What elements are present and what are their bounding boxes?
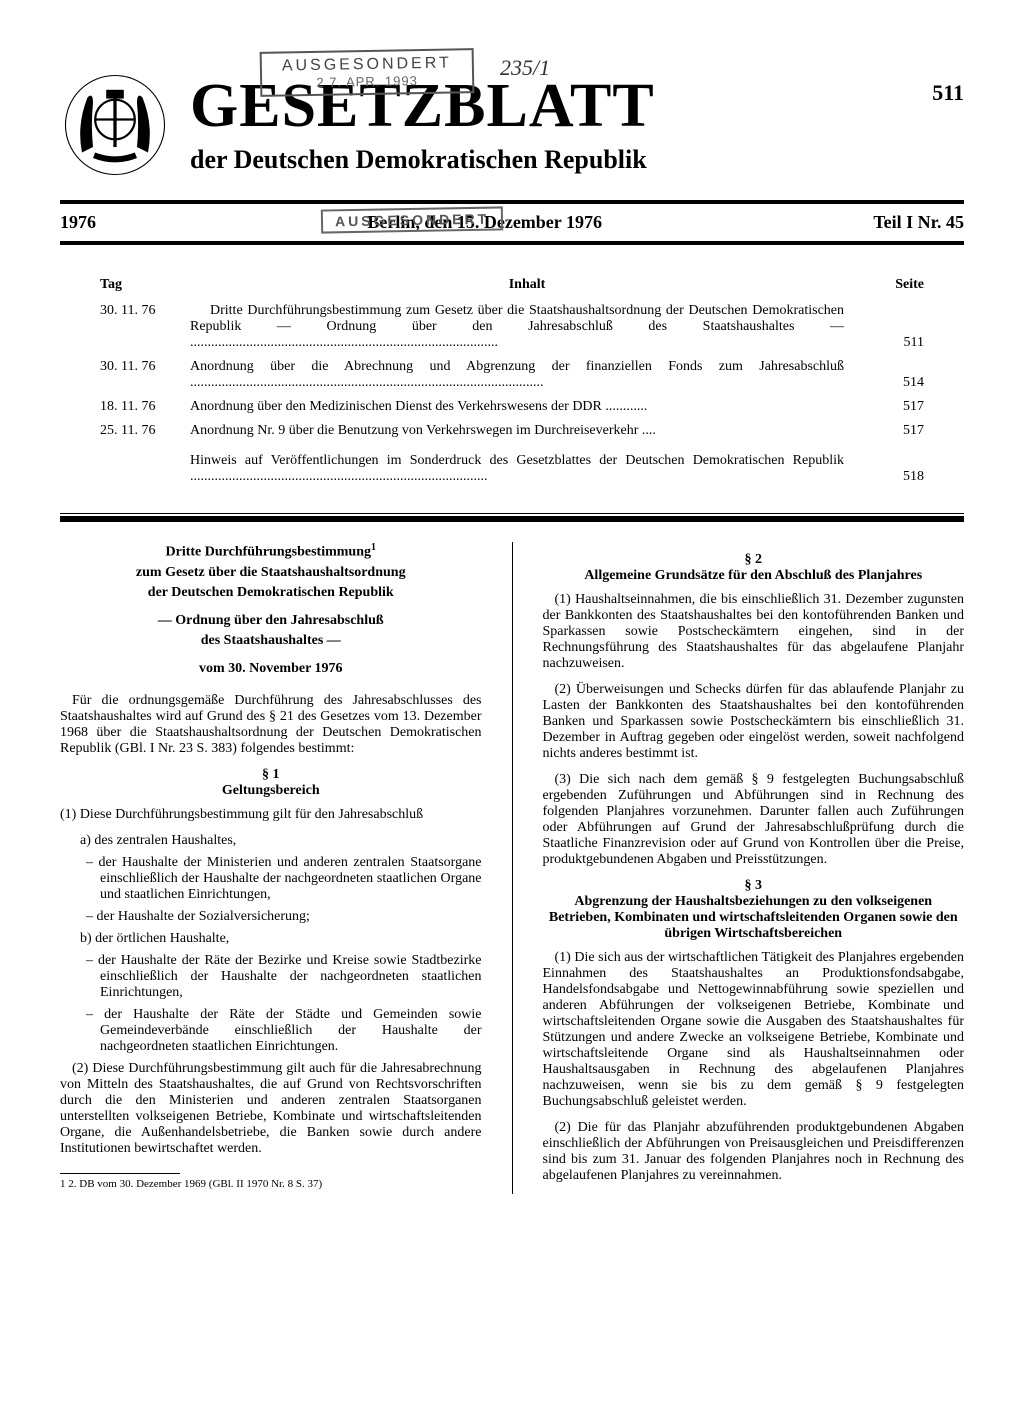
toc-desc: Anordnung Nr. 9 über die Benutzung von V…	[190, 423, 864, 439]
page-number: 511	[932, 80, 964, 106]
toc-page: 514	[864, 375, 924, 391]
toc-row: 30. 11. 76 Dritte Durchführungsbestimmun…	[100, 303, 924, 351]
subtitle: der Deutschen Demokratischen Republik	[190, 145, 964, 175]
toc-page: 517	[864, 399, 924, 415]
list-sub: – der Haushalte der Ministerien und ande…	[60, 855, 482, 903]
right-column: § 2 Allgemeine Grundsätze für den Abschl…	[543, 542, 965, 1194]
toc-desc: Hinweis auf Veröffentlichungen im Sonder…	[190, 453, 864, 485]
article-subtitle: des Staatshaushaltes —	[60, 633, 482, 649]
masthead: GESETZBLATT der Deutschen Demokratischen…	[60, 70, 964, 180]
toc-header-seite: Seite	[864, 277, 924, 293]
section-title: Abgrenzung der Haushaltsbeziehungen zu d…	[543, 894, 965, 942]
toc-date: 30. 11. 76	[100, 359, 190, 375]
handwritten-note: 235/1	[500, 55, 550, 81]
section-number: § 3	[543, 878, 965, 894]
article-date: vom 30. November 1976	[60, 661, 482, 677]
stamp-date: 2 7. APR. 1993	[282, 73, 452, 91]
ddr-emblem-icon	[60, 70, 170, 180]
intro-para: Für die ordnungsgemäße Durchführung des …	[60, 693, 482, 757]
toc-date: 30. 11. 76	[100, 303, 190, 319]
toc-desc: Anordnung über die Abrechnung und Abgren…	[190, 359, 864, 391]
toc-footer-row: Hinweis auf Veröffentlichungen im Sonder…	[100, 453, 924, 485]
list-sub: – der Haushalte der Sozialversicherung;	[60, 909, 482, 925]
footnote: 1 2. DB vom 30. Dezember 1969 (GBl. II 1…	[60, 1178, 482, 1190]
list-item: a) des zentralen Haushaltes,	[60, 833, 482, 849]
section-number: § 2	[543, 552, 965, 568]
column-divider	[512, 542, 513, 1194]
toc-page: 511	[864, 335, 924, 351]
para: (1) Diese Durchführungsbestimmung gilt f…	[60, 807, 482, 823]
issue-number: Teil I Nr. 45	[873, 212, 964, 233]
para: (2) Diese Durchführungsbestimmung gilt a…	[60, 1061, 482, 1157]
article-title: der Deutschen Demokratischen Republik	[60, 585, 482, 601]
para: (2) Die für das Planjahr abzuführenden p…	[543, 1120, 965, 1184]
list-sub: – der Haushalte der Räte der Bezirke und…	[60, 953, 482, 1001]
content-columns: Dritte Durchführungsbestimmung1 zum Gese…	[60, 542, 964, 1194]
bold-divider	[60, 516, 964, 522]
toc-date: 18. 11. 76	[100, 399, 190, 415]
toc-date: 25. 11. 76	[100, 423, 190, 439]
para: (3) Die sich nach dem gemäß § 9 festgele…	[543, 772, 965, 868]
section-title: Allgemeine Grundsätze für den Abschluß d…	[543, 568, 965, 584]
para: (2) Überweisungen und Schecks dürfen für…	[543, 682, 965, 762]
footnote-separator	[60, 1173, 180, 1174]
article-subtitle: — Ordnung über den Jahresabschluß	[60, 613, 482, 629]
left-column: Dritte Durchführungsbestimmung1 zum Gese…	[60, 542, 482, 1194]
toc-row: 30. 11. 76 Anordnung über die Abrechnung…	[100, 359, 924, 391]
toc-headers: Tag Inhalt Seite	[100, 277, 924, 293]
list-item: b) der örtlichen Haushalte,	[60, 931, 482, 947]
article-title: zum Gesetz über die Staatshaushaltsordnu…	[60, 565, 482, 581]
stamp-ausgesondert: AUSGESONDERT 2 7. APR. 1993	[260, 48, 475, 97]
toc-header-tag: Tag	[100, 277, 190, 293]
toc-page: 517	[864, 423, 924, 439]
toc-desc: Anordnung über den Medizinischen Dienst …	[190, 399, 864, 415]
section-title: Geltungsbereich	[60, 783, 482, 799]
table-of-contents: Tag Inhalt Seite 30. 11. 76 Dritte Durch…	[60, 265, 964, 514]
toc-row: 25. 11. 76 Anordnung Nr. 9 über die Benu…	[100, 423, 924, 439]
list-sub: – der Haushalte der Räte der Städte und …	[60, 1007, 482, 1055]
article-title: Dritte Durchführungsbestimmung1	[60, 542, 482, 561]
toc-desc: Dritte Durchführungsbestimmung zum Geset…	[190, 303, 864, 351]
toc-header-inhalt: Inhalt	[190, 277, 864, 293]
para: (1) Haushaltseinnahmen, die bis einschli…	[543, 592, 965, 672]
toc-page: 518	[864, 469, 924, 485]
toc-row: 18. 11. 76 Anordnung über den Medizinisc…	[100, 399, 924, 415]
para: (1) Die sich aus der wirtschaftlichen Tä…	[543, 950, 965, 1110]
year: 1976	[60, 212, 96, 233]
section-number: § 1	[60, 767, 482, 783]
publish-date-container: AUSGESONDERT Berlin, den 15. Dezember 19…	[96, 212, 873, 233]
stamp-text: AUSGESONDERT	[282, 55, 452, 76]
header-area: AUSGESONDERT 2 7. APR. 1993 235/1 511 GE…	[60, 70, 964, 245]
stamp2: AUSGESONDERT	[320, 206, 503, 233]
info-bar: 1976 AUSGESONDERT Berlin, den 15. Dezemb…	[60, 200, 964, 245]
